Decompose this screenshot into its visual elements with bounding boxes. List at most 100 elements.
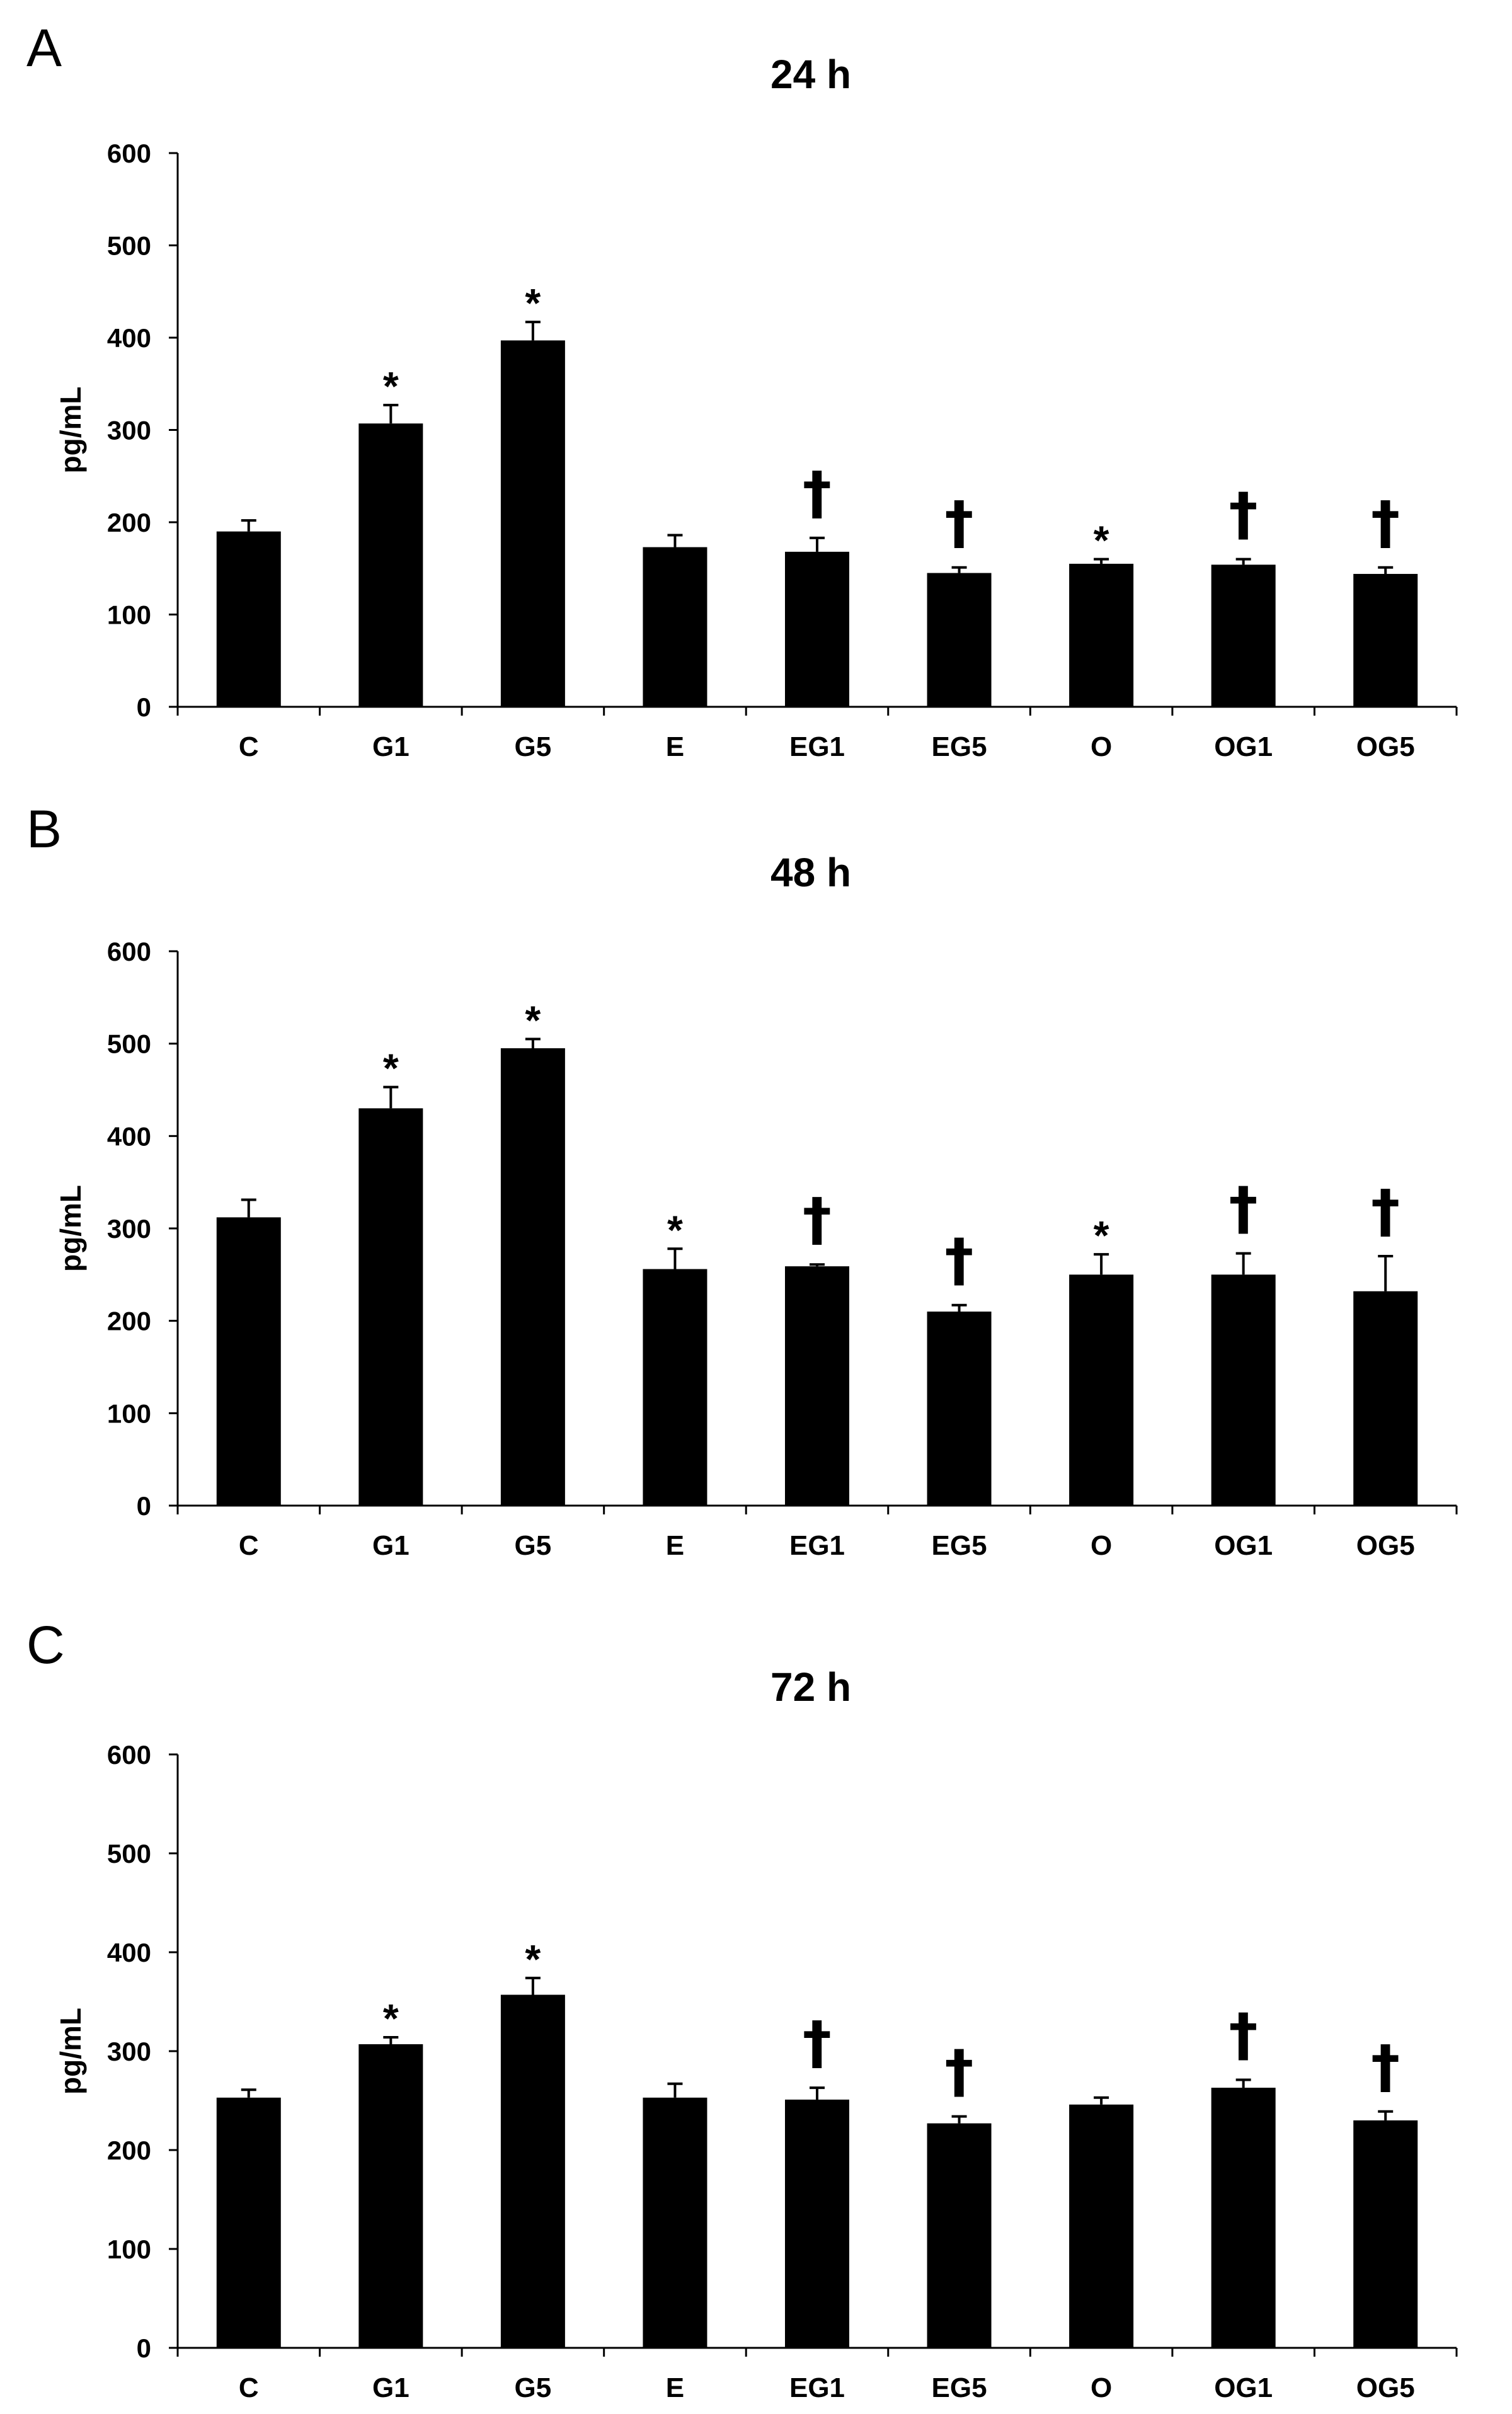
bar-g1 xyxy=(358,2044,423,2348)
significance-dagger: † xyxy=(803,2009,832,2076)
category-label: G1 xyxy=(372,2372,410,2403)
category-label: EG5 xyxy=(932,2372,987,2403)
category-label: G5 xyxy=(515,2372,552,2403)
significance-star: * xyxy=(383,1996,399,2041)
bar-og5 xyxy=(1353,1291,1418,1506)
bar-eg1 xyxy=(785,2099,849,2348)
y-tick-label: 100 xyxy=(107,2234,151,2264)
y-axis-label: pg/mL xyxy=(54,2008,87,2095)
y-tick-label: 100 xyxy=(107,1399,151,1428)
bar-eg5 xyxy=(927,2123,992,2348)
category-label: E xyxy=(666,731,684,762)
y-tick-label: 500 xyxy=(107,1839,151,1868)
category-label: OG1 xyxy=(1214,1530,1273,1561)
panel-letter: A xyxy=(26,18,62,77)
bar-g5 xyxy=(500,1048,565,1506)
category-label: OG1 xyxy=(1214,2372,1273,2403)
significance-dagger: † xyxy=(945,2038,974,2105)
significance-star: * xyxy=(667,1207,683,1252)
category-label: EG1 xyxy=(789,2372,845,2403)
bar-eg1 xyxy=(785,551,849,707)
significance-dagger: † xyxy=(803,1186,832,1253)
bar-c xyxy=(216,531,281,707)
y-tick-label: 0 xyxy=(137,692,151,722)
bar-e xyxy=(643,2097,707,2348)
y-tick-label: 600 xyxy=(107,1740,151,1770)
bar-eg5 xyxy=(927,1312,992,1506)
bar-eg1 xyxy=(785,1266,849,1506)
category-label: C xyxy=(239,731,259,762)
category-label: EG1 xyxy=(789,731,845,762)
significance-dagger: † xyxy=(1371,1177,1400,1245)
significance-dagger: † xyxy=(945,489,974,556)
significance-star: * xyxy=(1094,1213,1109,1258)
panel-c: C 72 h pg/mL 0 100 200 300 400 500 600 C G1 * G5 * E EG1… xyxy=(26,1615,1458,2403)
bar-eg5 xyxy=(927,573,992,707)
bar-g1 xyxy=(358,1108,423,1506)
category-label: EG1 xyxy=(789,1530,845,1561)
y-axis-label: pg/mL xyxy=(54,1185,87,1272)
significance-dagger: † xyxy=(945,1227,974,1294)
category-label: G1 xyxy=(372,1530,410,1561)
y-tick-label: 0 xyxy=(137,2333,151,2363)
chart-title: 48 h xyxy=(770,850,851,895)
y-tick-label: 400 xyxy=(107,1121,151,1151)
category-label: EG5 xyxy=(932,731,987,762)
significance-star: * xyxy=(525,1936,541,1982)
category-label: O xyxy=(1091,1530,1112,1561)
category-label: E xyxy=(666,2372,684,2403)
y-tick-label: 200 xyxy=(107,508,151,537)
category-label: EG5 xyxy=(932,1530,987,1561)
y-tick-label: 0 xyxy=(137,1491,151,1521)
significance-dagger: † xyxy=(803,459,832,527)
y-tick-label: 500 xyxy=(107,231,151,261)
bar-c xyxy=(216,2097,281,2348)
bar-c xyxy=(216,1217,281,1506)
y-tick-label: 400 xyxy=(107,1938,151,1967)
category-label: O xyxy=(1091,731,1112,762)
significance-star: * xyxy=(383,363,399,409)
category-label: OG1 xyxy=(1214,731,1273,762)
category-label: OG5 xyxy=(1356,1530,1415,1561)
y-tick-label: 200 xyxy=(107,2136,151,2165)
category-label: G1 xyxy=(372,731,410,762)
bar-e xyxy=(643,1269,707,1506)
bar-o xyxy=(1069,1274,1134,1506)
bar-g5 xyxy=(500,340,565,707)
significance-star: * xyxy=(383,1046,399,1091)
category-label: OG5 xyxy=(1356,2372,1415,2403)
bar-og1 xyxy=(1211,2088,1276,2348)
y-tick-label: 400 xyxy=(107,323,151,353)
y-tick-label: 500 xyxy=(107,1029,151,1059)
bar-og1 xyxy=(1211,564,1276,707)
y-tick-label: 600 xyxy=(107,139,151,168)
category-label: OG5 xyxy=(1356,731,1415,762)
y-tick-label: 300 xyxy=(107,416,151,445)
significance-dagger: † xyxy=(1229,481,1258,548)
y-tick-label: 200 xyxy=(107,1307,151,1336)
bar-og5 xyxy=(1353,2120,1418,2348)
bar-o xyxy=(1069,2104,1134,2348)
bar-og5 xyxy=(1353,574,1418,707)
significance-dagger: † xyxy=(1371,489,1400,556)
panel-letter: C xyxy=(26,1615,65,1674)
bar-og1 xyxy=(1211,1274,1276,1506)
y-tick-label: 300 xyxy=(107,1214,151,1244)
bar-o xyxy=(1069,563,1134,707)
category-label: G5 xyxy=(515,1530,552,1561)
bar-e xyxy=(643,547,707,707)
category-label: C xyxy=(239,1530,259,1561)
panel-b: B 48 h pg/mL 0 100 200 300 400 500 600 C G1 * G5 * E * EG… xyxy=(26,799,1458,1561)
significance-star: * xyxy=(525,997,541,1043)
y-tick-label: 100 xyxy=(107,600,151,630)
panel-a: A 24 h pg/mL 0 100 200 300 400 500 600 C G1 * G5 * E EG1… xyxy=(26,18,1458,762)
panel-letter: B xyxy=(26,799,62,859)
bar-g5 xyxy=(500,1994,565,2348)
category-label: O xyxy=(1091,2372,1112,2403)
significance-dagger: † xyxy=(1229,1175,1258,1242)
chart-title: 24 h xyxy=(770,52,851,97)
category-label: E xyxy=(666,1530,684,1561)
category-label: C xyxy=(239,2372,259,2403)
y-tick-label: 600 xyxy=(107,937,151,966)
